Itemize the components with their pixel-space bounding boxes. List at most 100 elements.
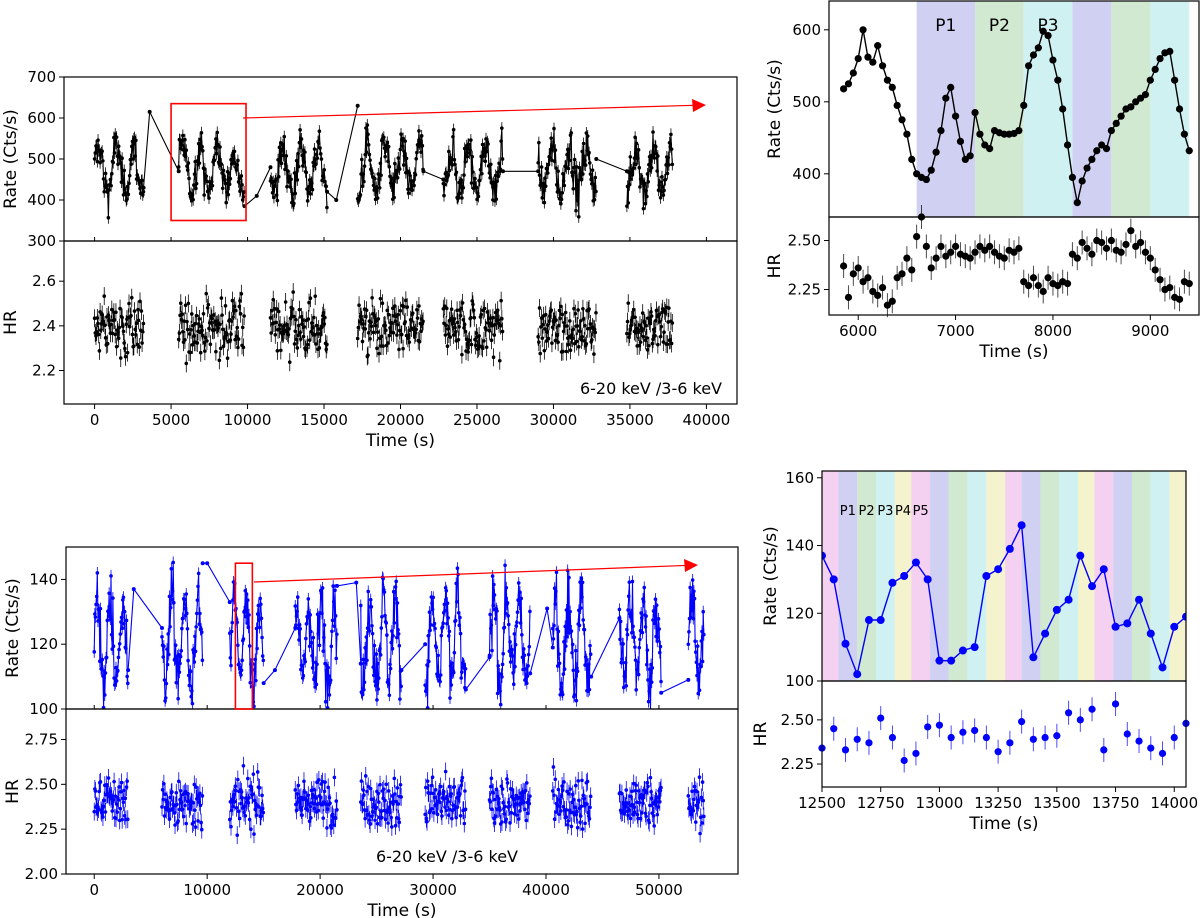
zoom-hr-point: [976, 242, 984, 250]
hr-point: [581, 317, 586, 321]
hr-point: [278, 323, 282, 327]
hr-point: [489, 338, 494, 343]
zoom-hr-axes-A: [828, 216, 1200, 316]
zoom-rate-point: [942, 94, 950, 102]
hr-point: [556, 787, 561, 792]
hr-point: [645, 336, 649, 340]
hr-point: [199, 820, 203, 825]
overview-rate-A-ytick-label: 700: [27, 68, 56, 86]
hr-point: [170, 790, 174, 794]
hr-point: [112, 318, 117, 322]
hr-point: [201, 312, 206, 316]
hr-point: [594, 311, 598, 315]
zoom-hr-point: [1044, 274, 1052, 282]
hr-point: [183, 338, 187, 342]
zoom-rate-point: [1175, 105, 1184, 113]
hr-point: [425, 779, 430, 783]
hr-point: [121, 329, 126, 334]
hr-point: [380, 301, 385, 306]
rate-point: [511, 682, 516, 687]
hr-point: [200, 328, 204, 333]
hr-point: [187, 332, 192, 336]
hr-point: [576, 344, 581, 349]
hr-point: [310, 326, 315, 330]
hr-point: [462, 821, 467, 826]
hr-point: [552, 315, 557, 320]
zoom-hr-point: [1151, 266, 1159, 274]
hr-point: [122, 341, 126, 345]
hr-point: [161, 797, 166, 802]
hr-point: [230, 298, 235, 303]
rate-point: [325, 205, 329, 210]
rate-point: [399, 668, 404, 673]
zoom-rate-point: [922, 175, 930, 184]
hr-point: [260, 793, 264, 798]
zoom-hr-point: [903, 254, 911, 262]
zoom-hr-point: [1185, 280, 1193, 288]
zoom-hr-point: [1000, 254, 1008, 262]
hr-point: [92, 809, 97, 814]
hr-point: [268, 316, 273, 320]
hr-point: [463, 329, 468, 334]
rate-point: [521, 667, 525, 672]
hr-point: [449, 307, 454, 312]
hr-point: [393, 304, 397, 308]
zoom-hr-point: [1098, 238, 1106, 247]
zoom-rate-point: [1059, 105, 1067, 113]
hr-point: [315, 332, 320, 336]
overview-rate-A-ytick-label: 500: [27, 150, 56, 168]
hr-point: [191, 800, 195, 805]
rate-point: [394, 579, 398, 584]
rate-point: [106, 215, 111, 220]
hr-point: [482, 306, 487, 311]
hr-point: [223, 304, 228, 308]
hr-point: [459, 306, 464, 311]
hr-point: [101, 815, 105, 819]
zoom-rate-point: [1025, 62, 1033, 70]
rate-line-segment: [161, 562, 203, 704]
hr-point: [225, 356, 230, 361]
zoom-hr-point: [947, 248, 955, 256]
rate-point: [169, 566, 174, 571]
hr-point: [101, 804, 106, 809]
rate-point: [111, 596, 115, 600]
hr-point: [249, 827, 253, 832]
hr-point: [254, 813, 259, 818]
rate-point: [686, 677, 691, 682]
hr-point: [509, 810, 514, 815]
hr-point: [578, 814, 583, 818]
hr-point: [395, 322, 400, 327]
hr-point: [656, 342, 660, 347]
hr-point: [650, 341, 655, 346]
rate-point: [355, 103, 360, 108]
rate-gap-connector: [465, 656, 490, 690]
zoom-rate-point: [864, 53, 872, 61]
phase-band: [1150, 1, 1190, 217]
rate-point: [354, 580, 359, 585]
zoom-rate-plot-A: P1 P2 P3: [840, 1, 1193, 217]
zoom-hr-point: [981, 246, 989, 254]
hr-point: [232, 799, 237, 804]
hr-point: [260, 806, 265, 811]
hr-point: [102, 294, 107, 298]
hr-point: [229, 319, 234, 323]
hr-point: [257, 785, 262, 790]
hr-point: [506, 800, 511, 805]
hr-point: [380, 815, 384, 820]
hr-point: [471, 302, 475, 307]
rate-gap-connector: [142, 109, 180, 188]
rate-point: [550, 645, 555, 650]
rate-point: [640, 630, 645, 635]
hr-point: [177, 331, 182, 335]
hr-point: [376, 800, 381, 804]
hr-point: [578, 329, 582, 334]
overview-A-xtick-label: 10000: [224, 411, 272, 429]
hr-point: [443, 333, 448, 337]
hr-point: [204, 291, 209, 296]
hr-point: [137, 345, 142, 349]
hr-point: [386, 821, 390, 825]
hr-point: [525, 781, 529, 785]
hr-point: [103, 336, 108, 340]
hr-point: [296, 783, 301, 788]
hr-point: [482, 339, 486, 343]
